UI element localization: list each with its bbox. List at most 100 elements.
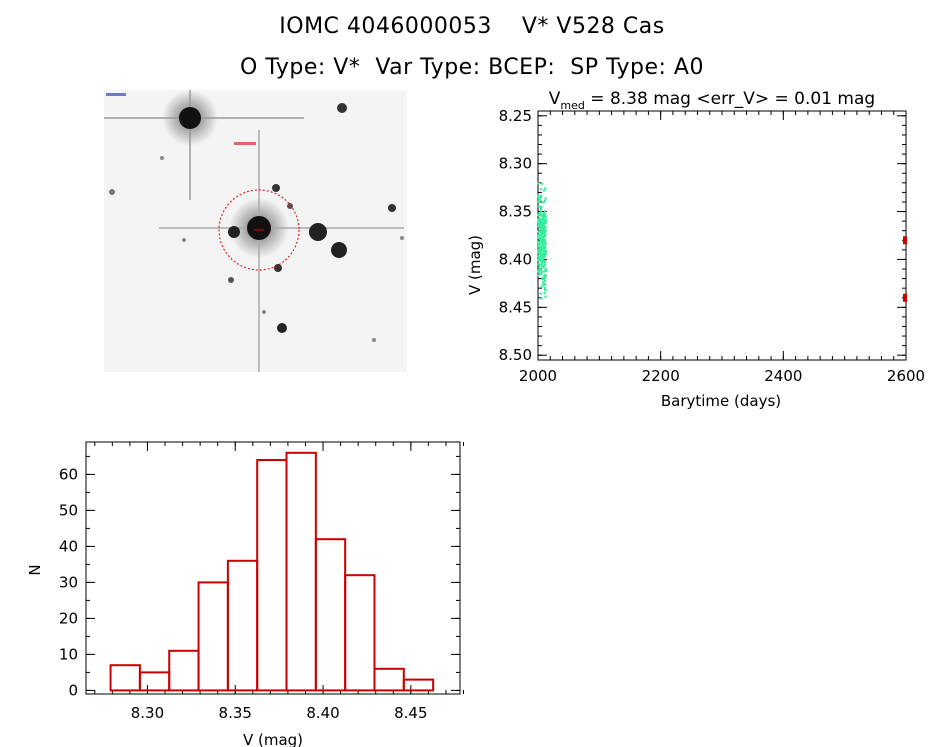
lightcurve-point bbox=[544, 283, 547, 286]
lightcurve-point bbox=[537, 230, 540, 233]
lightcurve-point bbox=[537, 218, 540, 221]
histogram-bar bbox=[373, 667, 405, 692]
histogram-bars bbox=[109, 451, 435, 692]
lightcurve-point bbox=[544, 276, 547, 279]
y-tick-label: 8.45 bbox=[499, 298, 532, 316]
lightcurve-point bbox=[541, 229, 545, 233]
histogram-bar bbox=[344, 574, 376, 692]
lightcurve-point bbox=[537, 259, 540, 262]
lightcurve-point bbox=[543, 279, 547, 283]
lightcurve-point bbox=[543, 199, 546, 203]
y-tick-label: 50 bbox=[59, 501, 78, 519]
lightcurve-point bbox=[542, 201, 545, 204]
lightcurve-point bbox=[544, 261, 547, 264]
lightcurve-point bbox=[538, 256, 541, 260]
lightcurve-point bbox=[543, 253, 547, 257]
lightcurve-point bbox=[541, 239, 544, 242]
lightcurve-point bbox=[544, 267, 547, 270]
y-tick-label: 60 bbox=[59, 465, 78, 483]
lightcurve-point bbox=[541, 232, 545, 236]
lightcurve-xlabel: Barytime (days) bbox=[661, 392, 781, 410]
histogram-bar bbox=[138, 671, 171, 692]
lightcurve-point bbox=[539, 226, 542, 230]
lightcurve-ylabel: V (mag) bbox=[466, 235, 484, 295]
histogram-bar bbox=[256, 459, 288, 692]
lightcurve-point bbox=[543, 263, 547, 266]
lightcurve-point bbox=[537, 244, 540, 247]
lightcurve-point bbox=[542, 226, 545, 230]
lightcurve-point bbox=[541, 217, 544, 221]
target-label-mark bbox=[234, 142, 256, 145]
lightcurve-point bbox=[538, 205, 541, 208]
lightcurve-point bbox=[543, 291, 546, 295]
lightcurve-point bbox=[542, 215, 545, 218]
bright-star-top bbox=[104, 90, 304, 200]
lightcurve-point bbox=[540, 272, 543, 275]
lightcurve-point bbox=[542, 212, 545, 215]
lightcurve-point bbox=[541, 242, 544, 245]
lightcurve-point bbox=[540, 194, 543, 198]
target-star bbox=[159, 130, 404, 372]
lightcurve-point bbox=[543, 242, 547, 245]
histogram-bar bbox=[226, 559, 259, 692]
lightcurve-point bbox=[540, 253, 543, 257]
lightcurve-point bbox=[537, 243, 540, 246]
lightcurve-point bbox=[539, 242, 542, 245]
histogram-ylabel: N bbox=[26, 564, 44, 575]
lightcurve-point bbox=[538, 259, 541, 262]
lightcurve-point bbox=[544, 251, 547, 255]
lightcurve-point bbox=[537, 224, 540, 227]
lightcurve-point bbox=[541, 222, 544, 225]
lightcurve-point bbox=[544, 214, 547, 217]
lightcurve-point bbox=[537, 263, 541, 266]
lightcurve-axes: 2000 2200 2400 2600 8.25 8.30 8.35 8.40 8.45 8.50 bbox=[499, 107, 926, 385]
lightcurve-point bbox=[537, 182, 540, 185]
lightcurve-point bbox=[540, 205, 543, 209]
lightcurve-point bbox=[537, 200, 540, 203]
lightcurve-point bbox=[537, 213, 540, 216]
lightcurve-title: Vmed = 8.38 mag <err_V> = 0.01 mag bbox=[549, 89, 875, 112]
lightcurve-point bbox=[539, 245, 542, 249]
lightcurve-point bbox=[540, 182, 544, 185]
x-tick-label: 2000 bbox=[519, 367, 557, 385]
sky-image bbox=[104, 90, 407, 372]
aperture-circle bbox=[218, 189, 300, 271]
lightcurve-point bbox=[539, 199, 542, 202]
figure-title: IOMC 4046000053 V* V528 Cas bbox=[279, 14, 665, 39]
lightcurve-point bbox=[538, 212, 541, 215]
lightcurve-point bbox=[537, 269, 540, 272]
lightcurve-point bbox=[544, 234, 547, 237]
lightcurve-point bbox=[542, 249, 545, 252]
lightcurve-point bbox=[540, 262, 544, 265]
lightcurve-point bbox=[542, 216, 545, 219]
lightcurve-point bbox=[544, 197, 547, 200]
lightcurve-point bbox=[539, 250, 542, 254]
lightcurve-point bbox=[541, 237, 544, 240]
lightcurve-point bbox=[540, 244, 543, 247]
lightcurve-point bbox=[537, 250, 540, 253]
histogram-bar bbox=[285, 451, 317, 692]
x-tick-label: 2600 bbox=[887, 367, 925, 385]
lightcurve-point bbox=[541, 223, 544, 226]
lightcurve-point bbox=[543, 189, 546, 192]
y-tick-label: 20 bbox=[59, 609, 78, 627]
histogram-chart: 8.30 8.35 8.40 8.45 0 10 20 30 40 50 60 V (mag) N bbox=[26, 441, 465, 747]
lightcurve-point bbox=[544, 226, 547, 229]
lightcurve-chart: Vmed = 8.38 mag <err_V> = 0.01 mag 2000 2… bbox=[466, 89, 926, 410]
x-tick-label: 8.30 bbox=[131, 704, 164, 722]
lightcurve-point bbox=[540, 233, 543, 236]
lightcurve-point bbox=[538, 220, 541, 223]
lightcurve-point bbox=[541, 281, 545, 284]
lightcurve-point bbox=[541, 247, 544, 250]
lightcurve-point bbox=[544, 289, 547, 292]
histogram-frame bbox=[85, 441, 461, 695]
lightcurve-point bbox=[543, 274, 546, 277]
lightcurve-point bbox=[537, 240, 540, 243]
lightcurve-point bbox=[539, 211, 542, 214]
lightcurve-point bbox=[538, 267, 541, 270]
lightcurve-point bbox=[544, 243, 548, 246]
lightcurve-frame bbox=[537, 110, 907, 361]
lightcurve-point bbox=[542, 265, 545, 268]
y-tick-label: 0 bbox=[68, 681, 78, 699]
